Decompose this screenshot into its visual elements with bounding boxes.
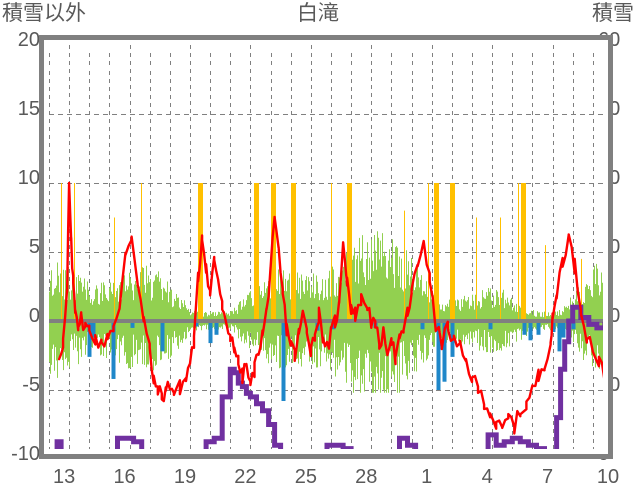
- y-left-tick-5: 5: [28, 236, 40, 258]
- x-tick-28: 28: [355, 466, 378, 488]
- right-axis-title: 積雪: [592, 2, 634, 25]
- y-left-tick-10: 10: [17, 167, 40, 189]
- series-temperature-red: [57, 181, 603, 435]
- y-left-tick-20: 20: [17, 29, 40, 51]
- page-title: 白滝: [297, 2, 339, 25]
- plot-svg: [49, 45, 603, 449]
- y-left-tick-0: 0: [28, 305, 40, 327]
- x-tick-16: 16: [113, 466, 136, 488]
- plot-area: [49, 45, 603, 449]
- x-tick-13: 13: [53, 466, 76, 488]
- series-wind-green: [49, 231, 603, 393]
- x-tick-4: 4: [481, 466, 493, 488]
- x-tick-25: 25: [294, 466, 317, 488]
- series-sunshine-orange: [61, 183, 582, 321]
- x-tick-1: 1: [421, 466, 433, 488]
- series-snowdepth-purple: [54, 304, 603, 449]
- plot-frame: [39, 35, 613, 459]
- y-left-tick-15: 15: [17, 98, 40, 120]
- x-tick-22: 22: [234, 466, 257, 488]
- x-tick-7: 7: [542, 466, 554, 488]
- y-left-tick--10: -10: [11, 443, 40, 465]
- x-tick-19: 19: [173, 466, 197, 488]
- x-tick-10: 10: [596, 466, 620, 488]
- left-axis-title: 積雪以外: [2, 2, 86, 25]
- y-left-tick--5: -5: [22, 374, 40, 396]
